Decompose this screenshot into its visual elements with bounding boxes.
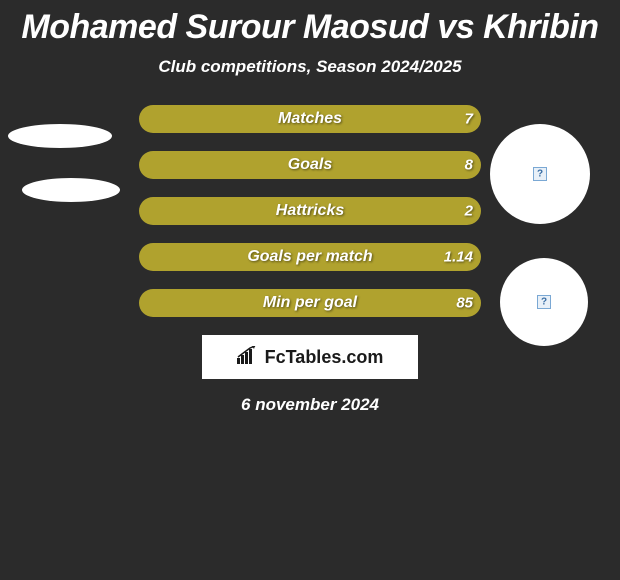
bar-label: Hattricks [276,202,344,220]
player-ellipse [8,124,112,148]
comparison-bars: Matches 7 Goals 8 Hattricks 2 Goals per match 1… [139,105,481,317]
bar-value-right: 8 [465,157,473,174]
logo-box: FcTables.com [202,335,418,379]
page-title: Mohamed Surour Maosud vs Khribin [0,0,620,47]
player-circle [490,124,590,224]
bar-value-right: 7 [465,111,473,128]
bar-value-right: 2 [465,203,473,220]
bar-value-right: 1.14 [444,249,473,266]
image-placeholder-icon [537,295,551,309]
bar-row: Goals 8 [139,151,481,179]
bar-label: Matches [278,110,342,128]
bar-row: Matches 7 [139,105,481,133]
player-ellipse [22,178,120,202]
player-circle [500,258,588,346]
logo-chart-icon [237,346,259,369]
logo-text: FcTables.com [265,347,384,368]
bar-label: Goals [288,156,332,174]
page-subtitle: Club competitions, Season 2024/2025 [0,57,620,77]
bar-label: Goals per match [247,248,372,266]
image-placeholder-icon [533,167,547,181]
bar-row: Goals per match 1.14 [139,243,481,271]
bar-row: Hattricks 2 [139,197,481,225]
date-label: 6 november 2024 [0,395,620,415]
bar-label: Min per goal [263,294,357,312]
bar-value-right: 85 [456,295,473,312]
bar-row: Min per goal 85 [139,289,481,317]
